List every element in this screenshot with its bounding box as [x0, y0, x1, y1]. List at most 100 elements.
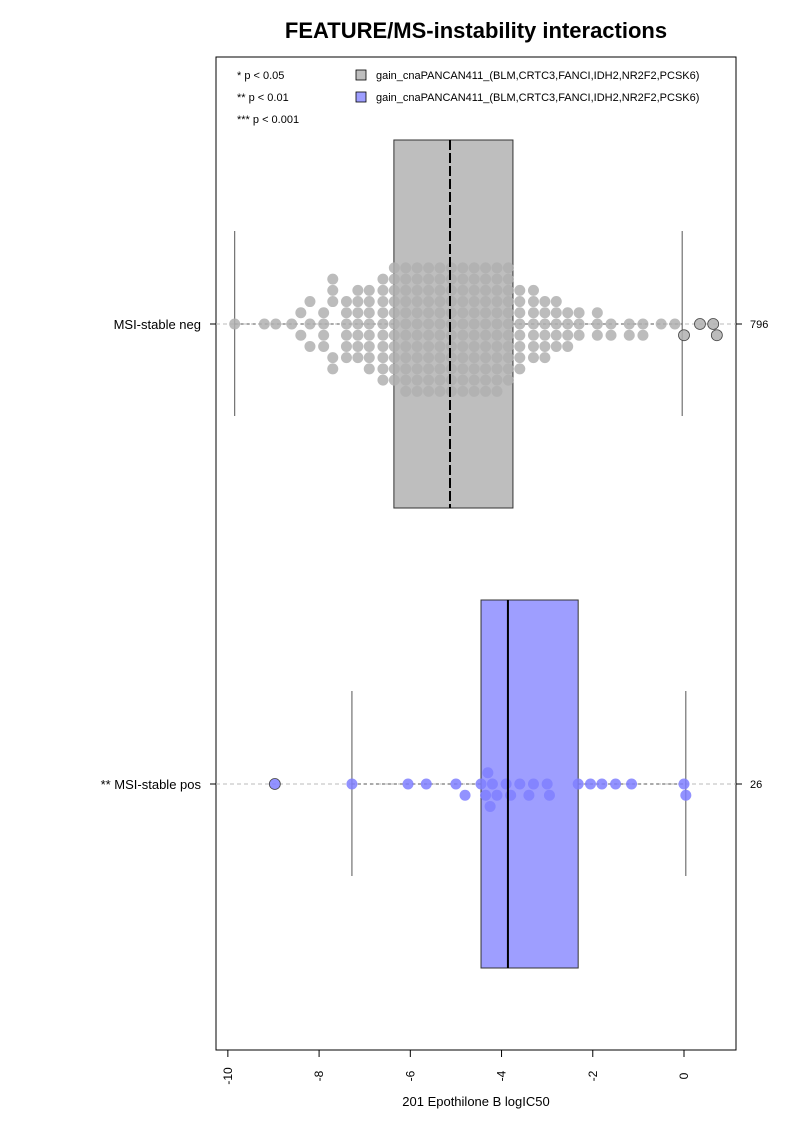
- data-point: [539, 318, 551, 330]
- data-point: [400, 329, 412, 341]
- data-point: [400, 284, 412, 296]
- data-point: [377, 307, 389, 319]
- n-label: 796: [750, 319, 768, 331]
- data-point: [286, 318, 298, 330]
- data-point: [480, 352, 492, 364]
- data-point: [480, 318, 492, 330]
- data-point: [377, 340, 389, 352]
- data-point: [411, 273, 423, 285]
- data-point: [457, 385, 469, 397]
- data-point: [457, 273, 469, 285]
- data-point: [420, 778, 432, 790]
- data-point: [468, 262, 480, 274]
- data-point: [502, 307, 514, 319]
- data-point: [486, 778, 498, 790]
- data-point: [400, 318, 412, 330]
- data-point: [434, 385, 446, 397]
- data-point: [411, 318, 423, 330]
- data-point: [468, 352, 480, 364]
- data-point: [270, 318, 282, 330]
- data-point: [527, 778, 539, 790]
- data-point: [352, 318, 364, 330]
- data-point: [491, 307, 503, 319]
- data-point: [363, 340, 375, 352]
- data-point: [457, 262, 469, 274]
- data-point: [484, 800, 496, 812]
- data-point: [502, 374, 514, 386]
- data-point: [388, 284, 400, 296]
- data-point: [423, 262, 435, 274]
- data-point: [514, 284, 526, 296]
- data-point: [411, 307, 423, 319]
- legend-label: gain_cnaPANCAN411_(BLM,CRTC3,FANCI,IDH2,…: [376, 70, 699, 82]
- data-point: [363, 296, 375, 308]
- data-point: [434, 340, 446, 352]
- data-point: [363, 307, 375, 319]
- data-point: [304, 318, 316, 330]
- data-point: [423, 340, 435, 352]
- data-point: [527, 318, 539, 330]
- data-point: [352, 307, 364, 319]
- data-point: [468, 363, 480, 375]
- data-point: [363, 363, 375, 375]
- n-label: 26: [750, 779, 762, 791]
- x-tick-label: -4: [495, 1070, 509, 1081]
- data-point: [445, 307, 457, 319]
- data-point: [562, 307, 574, 319]
- data-point: [377, 284, 389, 296]
- data-point: [491, 284, 503, 296]
- data-point: [707, 318, 720, 330]
- data-point: [258, 318, 270, 330]
- data-point: [539, 329, 551, 341]
- data-point: [340, 318, 352, 330]
- data-point: [514, 352, 526, 364]
- data-point: [457, 374, 469, 386]
- data-point: [468, 385, 480, 397]
- data-point: [457, 318, 469, 330]
- x-axis-label: 201 Epothilone B logIC50: [402, 1094, 549, 1109]
- data-point: [434, 284, 446, 296]
- data-point: [295, 329, 307, 341]
- data-point: [445, 273, 457, 285]
- data-point: [527, 284, 539, 296]
- data-point: [346, 778, 358, 790]
- data-point: [482, 767, 494, 779]
- data-point: [550, 318, 562, 330]
- legend-label: gain_cnaPANCAN411_(BLM,CRTC3,FANCI,IDH2,…: [376, 92, 699, 104]
- data-point: [304, 296, 316, 308]
- data-point: [445, 385, 457, 397]
- data-point: [363, 284, 375, 296]
- data-point: [468, 318, 480, 330]
- data-point: [539, 307, 551, 319]
- data-point: [340, 340, 352, 352]
- data-point: [388, 273, 400, 285]
- data-point: [400, 340, 412, 352]
- x-tick-label: -2: [586, 1070, 600, 1081]
- data-point: [363, 318, 375, 330]
- data-point: [327, 352, 339, 364]
- data-point: [480, 296, 492, 308]
- data-point: [445, 352, 457, 364]
- data-point: [550, 329, 562, 341]
- data-point: [318, 318, 330, 330]
- data-point: [229, 318, 241, 330]
- data-point: [388, 374, 400, 386]
- data-point: [491, 296, 503, 308]
- data-point: [491, 329, 503, 341]
- data-point: [327, 363, 339, 375]
- data-point: [527, 352, 539, 364]
- data-point: [423, 374, 435, 386]
- data-point: [450, 778, 462, 790]
- data-point: [402, 778, 414, 790]
- data-point: [491, 318, 503, 330]
- data-point: [352, 296, 364, 308]
- data-point: [400, 296, 412, 308]
- data-point: [423, 296, 435, 308]
- data-point: [400, 363, 412, 375]
- data-point: [434, 262, 446, 274]
- data-point: [468, 296, 480, 308]
- data-point: [491, 789, 503, 801]
- data-point: [502, 340, 514, 352]
- data-point: [411, 284, 423, 296]
